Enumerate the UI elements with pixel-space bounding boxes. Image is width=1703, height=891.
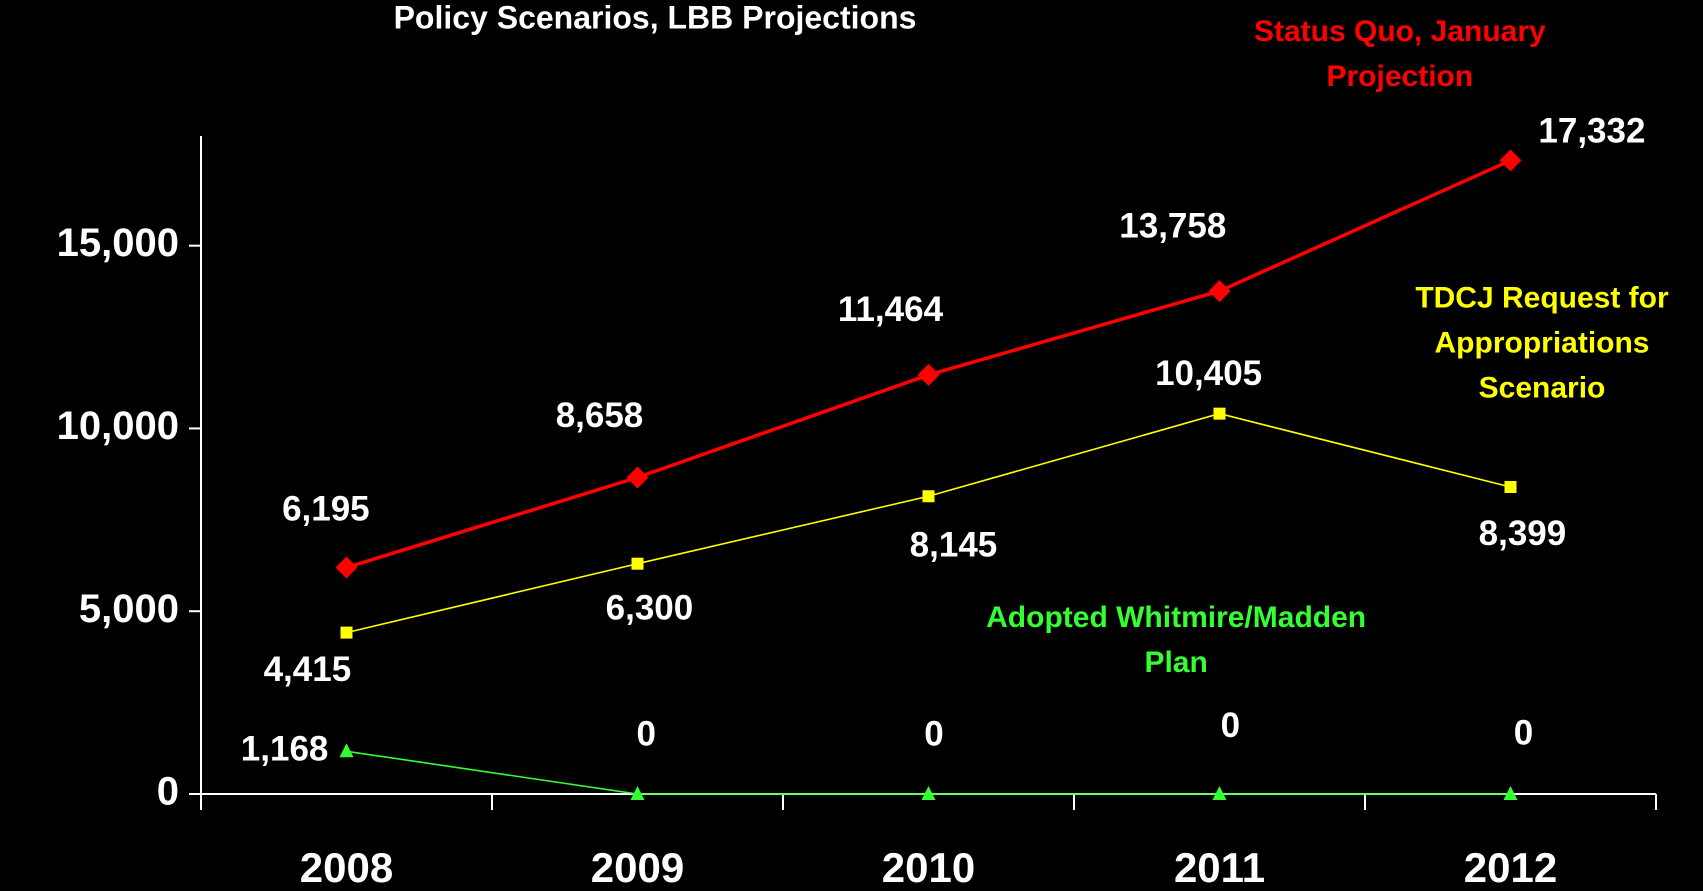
data-label: 13,758 (1119, 206, 1226, 245)
y-tick-label: 15,000 (57, 221, 179, 265)
marker (1213, 407, 1226, 420)
marker (1499, 149, 1522, 172)
series-label: Adopted Whitmire/Madden Plan (986, 601, 1367, 679)
data-label: 0 (1514, 714, 1533, 753)
data-label: 6,195 (282, 489, 370, 528)
data-label: 8,145 (910, 526, 998, 565)
data-label: 11,464 (838, 290, 944, 329)
marker (1212, 786, 1227, 800)
data-label: 10,405 (1155, 354, 1262, 393)
x-tick-label: 2008 (300, 844, 393, 891)
marker (335, 556, 358, 579)
x-tick-label: 2011 (1174, 844, 1265, 891)
marker (1504, 480, 1517, 493)
chart-title: Policy Scenarios, LBB Projections (394, 0, 917, 35)
marker (631, 557, 644, 570)
y-tick-label: 10,000 (57, 404, 179, 448)
marker (339, 743, 354, 758)
data-label: 0 (636, 715, 655, 754)
marker (1503, 786, 1518, 800)
data-label: 0 (924, 715, 943, 754)
series-label: TDCJ Request for Appropriations Scenario (1415, 281, 1669, 405)
x-tick-label: 2009 (591, 844, 684, 891)
data-label: 0 (1221, 706, 1240, 745)
data-label: 1,168 (241, 730, 329, 769)
marker (922, 490, 935, 503)
marker (1208, 280, 1231, 303)
series-label: Status Quo, January Projection (1253, 15, 1546, 94)
x-tick-label: 2012 (1464, 844, 1557, 891)
marker (340, 626, 353, 639)
data-label: 8,658 (556, 396, 644, 435)
marker (917, 363, 940, 386)
data-label: 8,399 (1479, 514, 1567, 553)
data-label: 17,332 (1538, 112, 1645, 151)
y-tick-label: 0 (157, 770, 179, 814)
y-tick-label: 5,000 (79, 587, 179, 631)
x-tick-label: 2010 (882, 844, 975, 891)
data-label: 6,300 (606, 589, 694, 628)
marker (626, 466, 649, 489)
data-label: 4,415 (264, 650, 352, 689)
marker (630, 786, 645, 800)
marker (921, 786, 936, 800)
